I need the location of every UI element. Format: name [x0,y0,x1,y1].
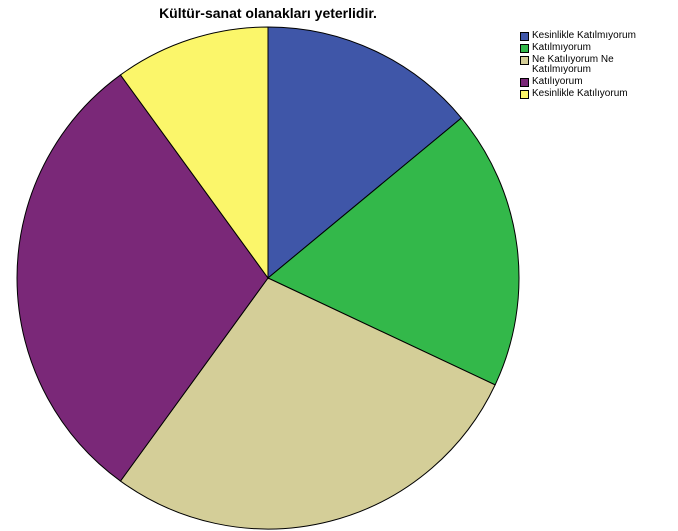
legend-label: Kesinlikle Katılıyorum [532,88,628,99]
legend-item: Katılmıyorum [520,43,678,53]
legend-swatch [520,32,529,41]
pie-slice-5 [119,26,269,280]
pie-slice-2 [267,117,520,386]
legend-swatch [520,90,529,99]
legend-label: Ne Katılıyorum Ne Katılmıyorum [532,54,614,75]
legend-item: Ne Katılıyorum Ne Katılmıyorum [520,55,678,75]
pie-slice-3 [119,277,496,530]
chart-title: Kültür-sanat olanakları yeterlidir. [159,5,377,21]
legend-item: Katılıyorum [520,77,678,87]
pie-slice-1 [267,26,463,280]
legend-label: Katılıyorum [532,76,583,87]
legend-swatch [520,56,529,65]
legend-item: Kesinlikle Katılıyorum [520,89,678,99]
legend-swatch [520,44,529,53]
legend-swatch [520,78,529,87]
legend-item: Kesinlikle Katılmıyorum [520,31,678,41]
legend: Kesinlikle Katılmıyorum Katılmıyorum Ne Ka… [520,31,678,101]
legend-label: Katılmıyorum [532,42,591,53]
legend-label: Kesinlikle Katılmıyorum [532,30,636,41]
pie-slice-4 [16,74,269,482]
